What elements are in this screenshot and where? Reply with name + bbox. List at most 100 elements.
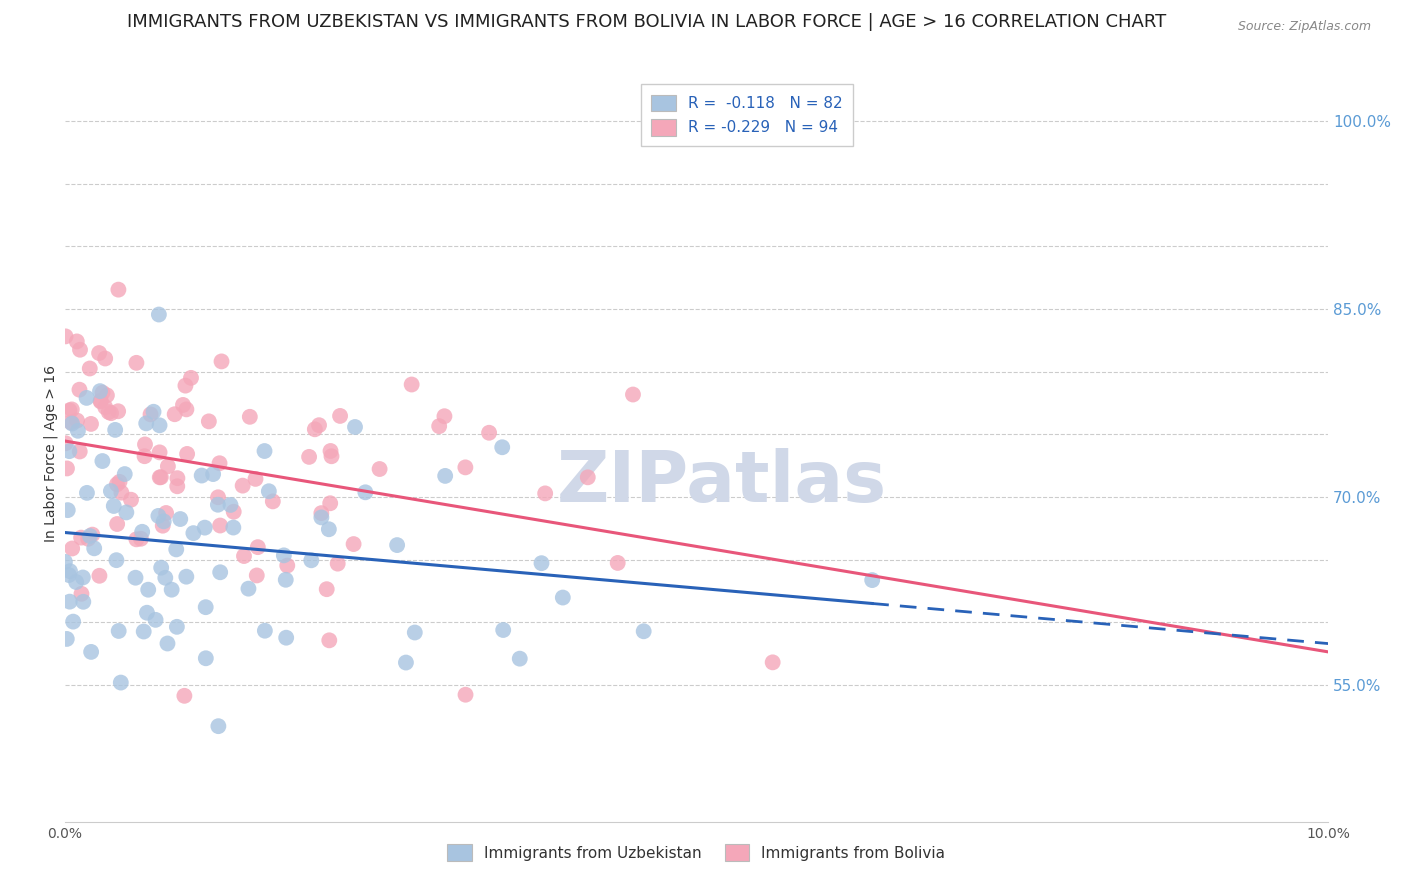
Point (368, 462, 391, 476)
Point (114, 467, 136, 481)
Point (105, 516, 128, 531)
Point (60, 417, 83, 431)
Point (343, 420, 366, 434)
Point (321, 449, 343, 463)
Point (509, 651, 531, 665)
Point (100, 406, 122, 420)
Point (97, 405, 120, 419)
Point (176, 570, 198, 584)
Point (110, 485, 132, 500)
Point (194, 600, 217, 615)
Point (165, 542, 187, 557)
Point (222, 520, 245, 534)
Point (606, 556, 628, 570)
Point (166, 471, 188, 485)
Point (91, 454, 114, 468)
Point (329, 409, 352, 423)
Point (58, 403, 80, 417)
Legend: Immigrants from Uzbekistan, Immigrants from Bolivia: Immigrants from Uzbekistan, Immigrants f… (439, 835, 955, 871)
Point (79, 529, 101, 543)
Point (576, 470, 599, 484)
Point (276, 631, 298, 645)
Point (76, 391, 98, 405)
Point (190, 468, 212, 483)
Point (58, 444, 80, 458)
Point (207, 490, 229, 504)
Point (131, 524, 153, 539)
Point (103, 499, 125, 513)
Point (107, 404, 129, 418)
Point (100, 484, 122, 499)
Point (273, 549, 295, 563)
Point (198, 414, 221, 428)
Point (239, 409, 262, 424)
Point (107, 624, 129, 638)
Point (60, 416, 83, 430)
Point (79, 361, 101, 376)
Point (208, 456, 231, 470)
Point (53, 555, 76, 569)
Point (385, 538, 408, 552)
Point (82, 527, 104, 541)
Point (326, 557, 349, 571)
Point (80, 645, 103, 659)
Point (434, 469, 457, 483)
Point (534, 486, 557, 500)
Point (233, 549, 256, 563)
Point (148, 508, 170, 523)
Point (148, 445, 170, 459)
Point (60, 541, 83, 556)
Point (96, 388, 118, 402)
Point (762, 656, 785, 670)
Point (176, 447, 198, 461)
Point (72, 595, 94, 609)
Point (142, 405, 165, 419)
Point (530, 556, 553, 570)
Point (66, 413, 89, 427)
Point (253, 624, 276, 638)
Point (298, 450, 321, 464)
Point (145, 613, 167, 627)
Point (87, 346, 110, 360)
Point (395, 656, 418, 670)
Point (125, 356, 148, 370)
Point (315, 582, 337, 597)
Point (76, 486, 98, 500)
Point (551, 591, 574, 605)
Point (180, 371, 202, 385)
Point (90, 394, 112, 409)
Point (155, 571, 177, 585)
Point (238, 582, 260, 596)
Point (169, 512, 191, 526)
Point (89, 384, 111, 398)
Point (491, 440, 513, 454)
Point (253, 444, 276, 458)
Point (59, 564, 82, 578)
Point (166, 620, 188, 634)
Text: ZIPatlas: ZIPatlas (557, 448, 887, 517)
Point (232, 478, 254, 492)
Point (173, 689, 195, 703)
Point (207, 498, 229, 512)
Point (77, 532, 100, 546)
Point (72, 570, 94, 584)
Point (401, 377, 423, 392)
Point (136, 606, 159, 620)
Point (262, 494, 284, 508)
Text: IMMIGRANTS FROM UZBEKISTAN VS IMMIGRANTS FROM BOLIVIA IN LABOR FORCE | AGE > 16 : IMMIGRANTS FROM UZBEKISTAN VS IMMIGRANTS… (127, 13, 1167, 31)
Point (319, 444, 342, 458)
Point (166, 479, 188, 493)
Point (69, 444, 91, 458)
Point (276, 558, 298, 573)
Point (62, 615, 84, 629)
Point (274, 573, 297, 587)
Point (89, 568, 111, 582)
Point (91, 385, 114, 400)
Point (105, 553, 128, 567)
Point (152, 518, 174, 533)
Point (55, 329, 77, 343)
Point (120, 492, 142, 507)
Point (110, 675, 132, 690)
Point (621, 387, 644, 401)
Point (318, 633, 340, 648)
